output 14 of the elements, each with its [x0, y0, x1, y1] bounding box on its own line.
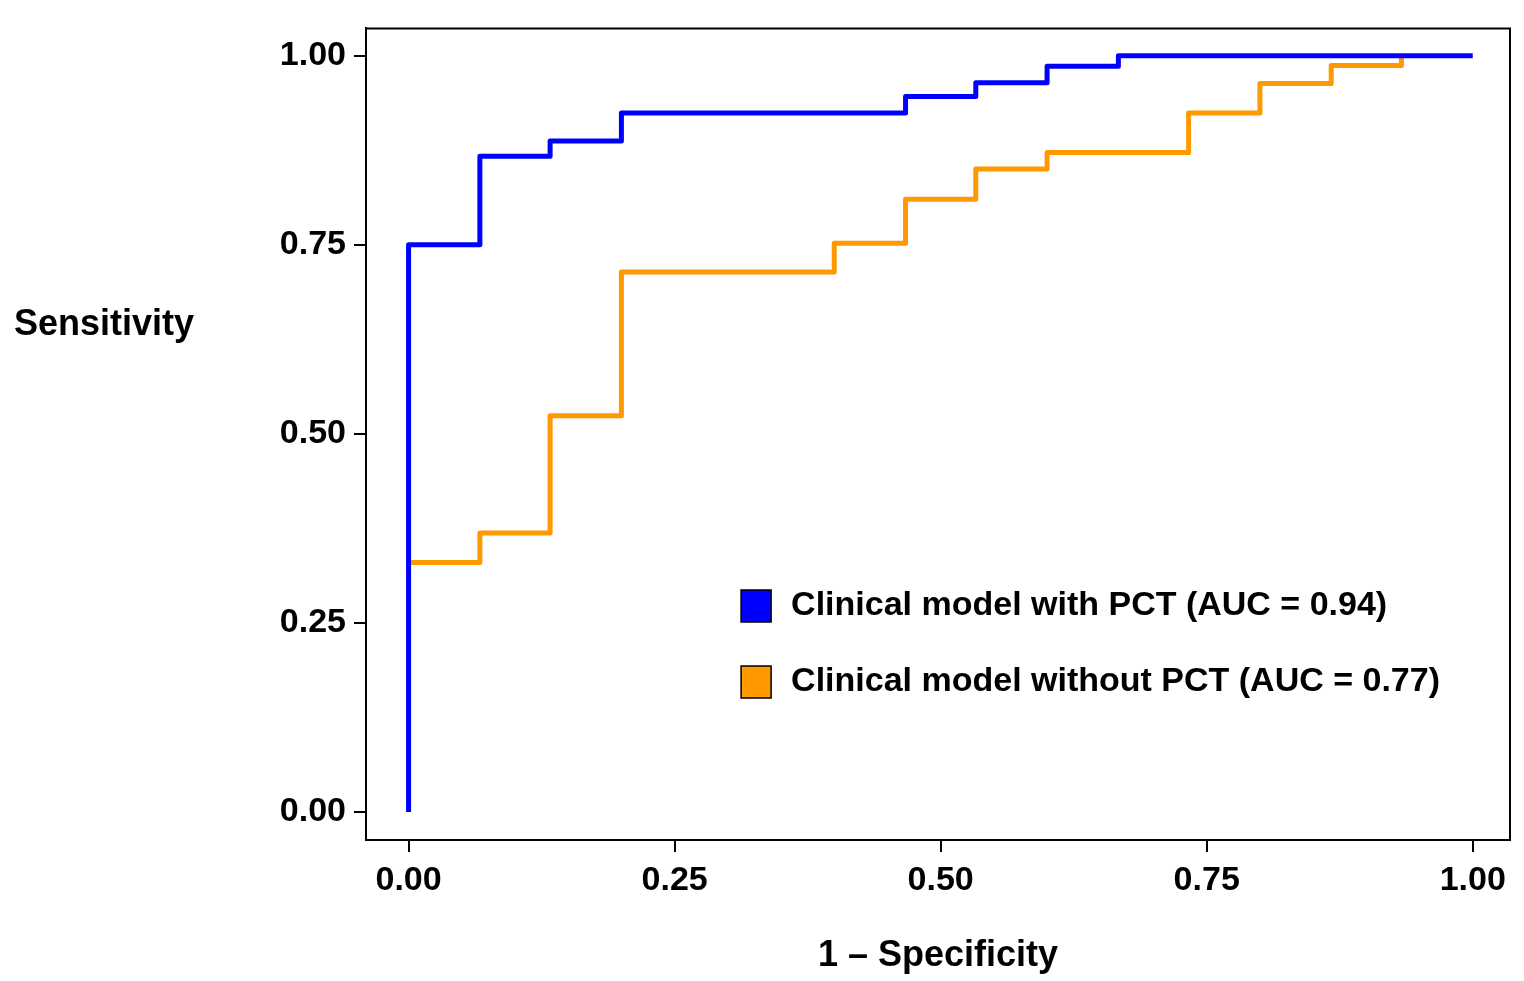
x-tick-label: 0.50: [907, 858, 974, 897]
x-tick-label: 0.00: [375, 858, 442, 897]
x-tick-label: 0.75: [1173, 858, 1240, 897]
y-axis-title: Sensitivity: [14, 301, 195, 343]
y-tick-label: 0.75: [279, 223, 346, 262]
x-tick-label: 1.00: [1439, 858, 1506, 897]
y-tick-label: 0.50: [279, 412, 346, 451]
x-axis-title: 1 – Specificity: [817, 932, 1059, 974]
legend-label: Clinical model without PCT (AUC = 0.77): [791, 660, 1440, 699]
legend-label: Clinical model with PCT (AUC = 0.94): [791, 584, 1388, 623]
y-tick-label: 0.25: [279, 601, 346, 640]
y-tick-label: 0.00: [279, 790, 346, 829]
x-tick-label: 0.25: [641, 858, 708, 897]
y-tick-label: 1.00: [279, 34, 346, 72]
